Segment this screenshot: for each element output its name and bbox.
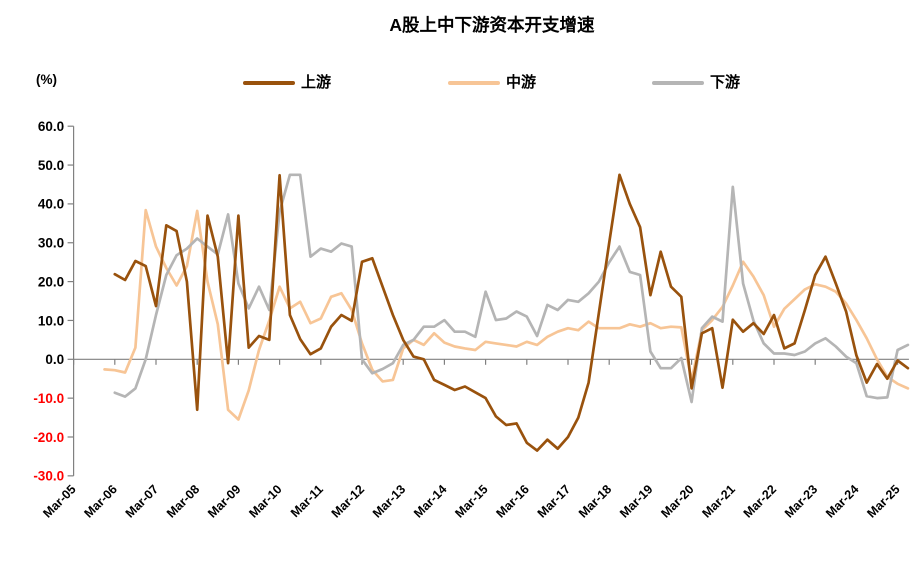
x-axis-label: Mar-19 xyxy=(617,482,655,520)
y-axis-label: -20.0 xyxy=(33,430,64,445)
x-axis-label: Mar-13 xyxy=(370,482,408,520)
y-axis-label: 20.0 xyxy=(38,274,64,289)
x-axis-label: Mar-09 xyxy=(205,482,243,520)
chart-title: A股上中下游资本开支增速 xyxy=(389,15,595,35)
x-axis-label: Mar-24 xyxy=(823,482,861,520)
upstream-series-line xyxy=(113,173,910,452)
x-axis-label: Mar-07 xyxy=(123,482,161,520)
x-axis-label: Mar-20 xyxy=(658,482,696,520)
downstream-series-line xyxy=(113,173,910,404)
x-axis-label: Mar-17 xyxy=(535,482,573,520)
x-axis-label: Mar-10 xyxy=(246,482,284,520)
legend-label-downstream: 下游 xyxy=(710,74,741,91)
x-axis-label: Mar-22 xyxy=(741,482,779,520)
x-axis-label: Mar-12 xyxy=(329,482,367,520)
x-axis-label: Mar-05 xyxy=(40,482,78,520)
downstream-line-swatch-icon xyxy=(652,80,704,86)
midstream-series-line xyxy=(103,208,910,421)
x-axis-label: Mar-18 xyxy=(576,482,614,520)
legend-item-midstream: 中游 xyxy=(448,74,536,92)
y-axis-label: 50.0 xyxy=(38,158,64,173)
legend-item-upstream: 上游 xyxy=(243,74,331,92)
y-axis-label: 10.0 xyxy=(38,313,64,328)
y-axis-label: 40.0 xyxy=(38,197,64,212)
x-axis-label: Mar-08 xyxy=(164,482,202,520)
x-axis-label: Mar-06 xyxy=(82,482,120,520)
x-axis-label: Mar-23 xyxy=(782,482,820,520)
y-axis-label: 0.0 xyxy=(45,352,64,367)
y-axis-label: -30.0 xyxy=(33,469,64,484)
x-axis-label: Mar-25 xyxy=(864,482,902,520)
midstream-line-swatch-icon xyxy=(448,80,500,86)
y-axis-label: -10.0 xyxy=(33,391,64,406)
legend-label-upstream: 上游 xyxy=(301,74,332,91)
legend-item-downstream: 下游 xyxy=(652,74,740,92)
legend-label-midstream: 中游 xyxy=(506,74,537,91)
x-axis-label: Mar-16 xyxy=(494,482,532,520)
x-axis-label: Mar-21 xyxy=(700,482,738,520)
x-axis-label: Mar-11 xyxy=(288,482,326,520)
y-axis-label: 30.0 xyxy=(38,236,64,251)
upstream-line-swatch-icon xyxy=(243,80,295,86)
y-axis-label: 60.0 xyxy=(38,119,64,134)
y-axis-unit-label: (%) xyxy=(36,72,57,87)
x-axis-label: Mar-14 xyxy=(411,482,449,520)
x-axis-label: Mar-15 xyxy=(452,482,490,520)
